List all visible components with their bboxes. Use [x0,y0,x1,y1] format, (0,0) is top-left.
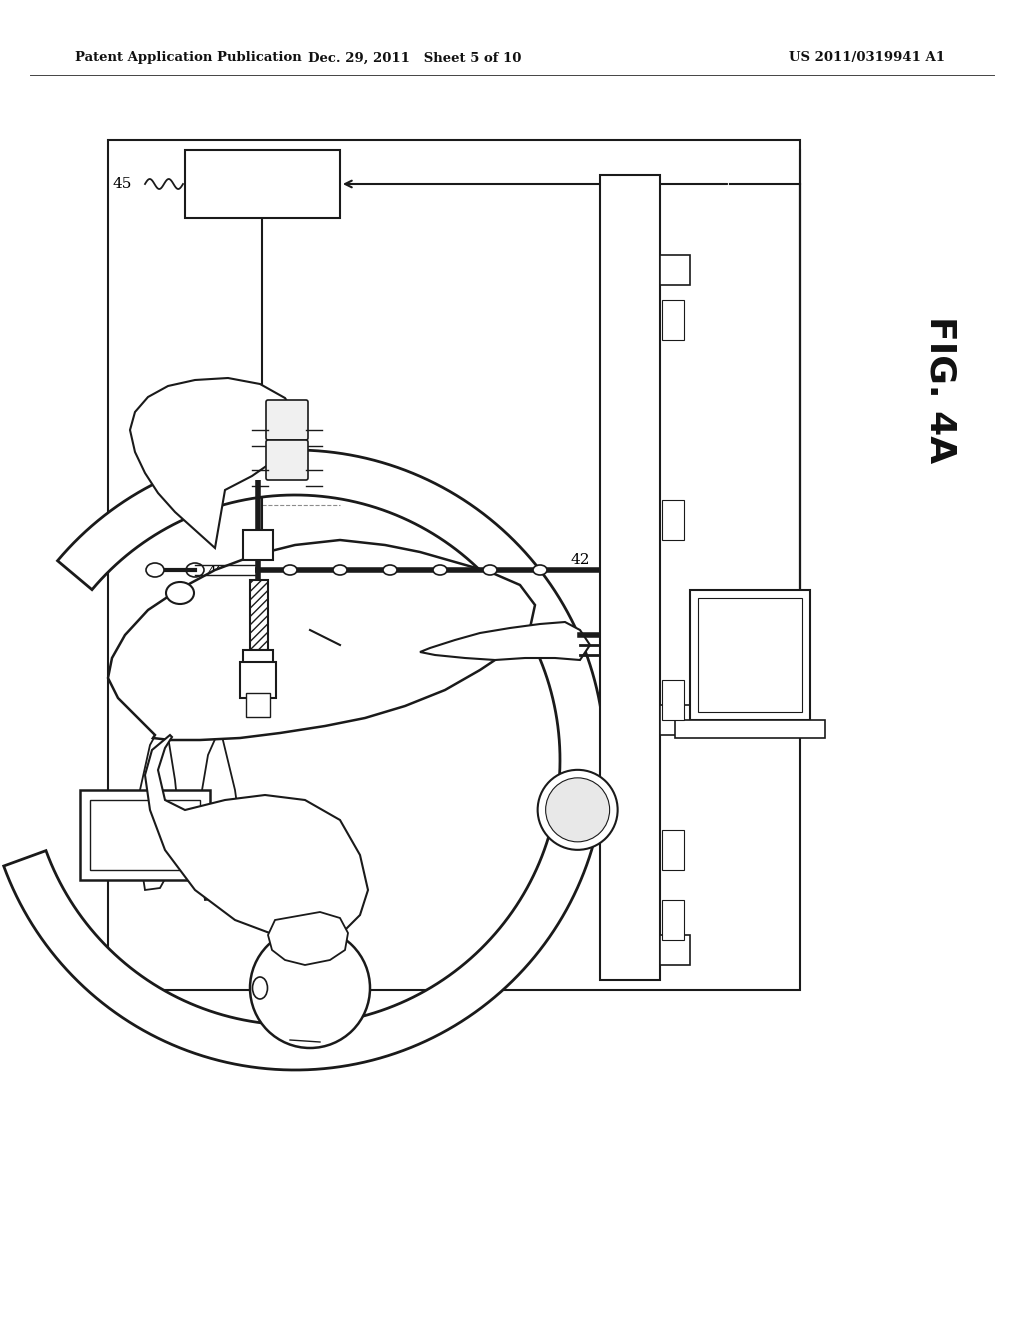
Text: US 2011/0319941 A1: US 2011/0319941 A1 [790,51,945,65]
Bar [250,579,268,649]
Bar [662,300,684,341]
Bar [662,830,684,870]
Polygon shape [108,540,535,741]
Ellipse shape [253,977,267,999]
Ellipse shape [283,565,297,576]
Bar [90,800,200,870]
Text: 43: 43 [270,704,288,717]
Polygon shape [138,718,182,890]
Bar [660,705,690,735]
Bar [660,935,690,965]
Bar [243,649,273,680]
Bar [698,598,802,711]
Bar [80,789,210,880]
Text: 42: 42 [570,553,590,568]
Bar [108,140,800,990]
Text: Dec. 29, 2011   Sheet 5 of 10: Dec. 29, 2011 Sheet 5 of 10 [308,51,521,65]
Polygon shape [4,450,605,1071]
Text: Patent Application Publication: Patent Application Publication [75,51,302,65]
Circle shape [250,928,370,1048]
Ellipse shape [383,565,397,576]
Text: FIG. 4A: FIG. 4A [923,317,957,463]
Bar [662,500,684,540]
FancyBboxPatch shape [266,440,308,480]
Bar [675,719,825,738]
Polygon shape [420,622,590,660]
Ellipse shape [186,564,204,577]
Ellipse shape [534,565,547,576]
Bar [185,150,340,218]
Circle shape [538,770,617,850]
Text: 46: 46 [668,718,686,733]
Bar [246,693,270,717]
Bar [660,255,690,285]
Bar [600,176,660,979]
Bar [662,900,684,940]
Text: 44: 44 [330,603,348,616]
Ellipse shape [433,565,447,576]
Bar [240,663,276,698]
FancyBboxPatch shape [266,400,308,440]
Text: 40: 40 [208,565,225,579]
Ellipse shape [166,582,194,605]
Polygon shape [268,912,348,965]
Polygon shape [198,729,244,900]
Ellipse shape [483,565,497,576]
Text: 45: 45 [113,177,132,191]
Ellipse shape [333,565,347,576]
Bar [243,531,273,560]
Bar [662,680,684,719]
Circle shape [546,777,609,842]
Text: 41: 41 [338,618,355,632]
Polygon shape [130,378,298,548]
Polygon shape [145,735,368,940]
Bar [690,590,810,719]
Ellipse shape [146,564,164,577]
